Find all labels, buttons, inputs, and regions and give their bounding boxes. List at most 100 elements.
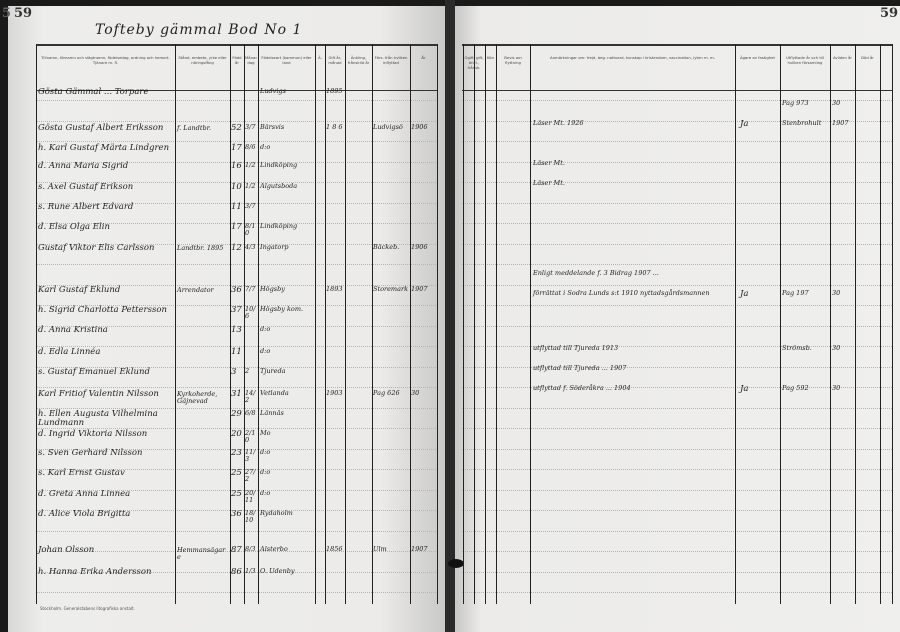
row-rule (462, 284, 892, 286)
person-name: Gustaf Viktor Elis Carlsson (38, 243, 155, 253)
row-rule (36, 202, 438, 204)
row-rule (462, 530, 892, 532)
row-rule (36, 325, 438, 327)
person-name: h. Hanna Erika Andersson (38, 567, 152, 577)
birth-year: 87 (231, 545, 242, 555)
birth-date: 1/3 (245, 567, 256, 575)
row-rule (462, 366, 892, 368)
moved-year: 30 (832, 384, 841, 392)
column-header: Ä. (318, 55, 322, 60)
birth-date: 27/2 (245, 468, 256, 483)
row-rule (36, 161, 438, 163)
column-header: År (421, 55, 426, 60)
row-rule (462, 448, 892, 450)
book-gutter (445, 0, 455, 632)
birth-date: 1/2 (245, 161, 256, 169)
column-line (345, 44, 346, 604)
property-owner: Ja (740, 289, 749, 299)
row-rule (36, 264, 438, 265)
birth-year: 11 (231, 347, 242, 357)
person-name: s. Rune Albert Edvard (38, 202, 134, 212)
remark: utflyttad till Tjureda ... 1907 (533, 364, 627, 372)
birth-year: 25 (231, 489, 242, 499)
birthplace: d:o (260, 325, 271, 333)
moved-to: Stenbrohult (782, 119, 822, 127)
column-header: Utflyttade år och till hvilken församlin… (786, 55, 824, 65)
birth-date: 11/3 (245, 448, 256, 463)
person-name: d. Anna Maria Sigrid (38, 161, 129, 171)
person-name: d. Alice Viola Brigitta (38, 509, 131, 519)
birthplace: d:o (260, 448, 271, 456)
birthplace: Högsby (260, 285, 285, 293)
birthplace: Lindköping (260, 161, 298, 169)
moved-year: 30 (832, 99, 841, 107)
person-name: Gösta Gustaf Albert Eriksson (38, 123, 164, 133)
moved-year: 1907 (411, 285, 428, 293)
birthplace: Högsby kom. (260, 305, 304, 313)
column-line (244, 44, 245, 604)
row-rule (36, 571, 438, 573)
column-line (780, 44, 781, 604)
birthplace: Ingatorp (260, 243, 289, 251)
moved-from: Storemark (373, 285, 409, 293)
birth-date: 4/3 (245, 243, 256, 251)
row-rule (36, 551, 438, 552)
moved-year: 30 (832, 289, 841, 297)
column-header: Avliden år (833, 55, 852, 60)
birthplace: Ludvigs (260, 87, 286, 95)
row-rule (36, 387, 438, 388)
column-header: Tillnamn, förnamn och slägtnamn; födelse… (41, 55, 170, 65)
birth-date: 8/10 (245, 222, 256, 237)
birth-date: 20/11 (245, 489, 256, 504)
row-rule (462, 510, 892, 511)
moved-from: Pag 626 (373, 389, 400, 397)
row-rule (36, 346, 438, 347)
birth-year: 52 (231, 123, 242, 133)
birth-year: 17 (231, 143, 242, 153)
column-header: Ogift, gift, änkl., frånsk. (464, 55, 484, 70)
row-rule (36, 530, 438, 532)
row-rule (36, 120, 438, 122)
column-header: Född år (232, 55, 242, 65)
moved-to: Pag 197 (782, 289, 809, 297)
row-rule (462, 182, 892, 183)
birthplace: O. Udenby (260, 567, 295, 575)
remark: förrättat i Sodra Lunds s:t 1910 nyttads… (533, 289, 710, 297)
person-name: d. Ingrid Viktoria Nilsson (38, 429, 148, 439)
birth-date: 3/7 (245, 202, 256, 210)
person-name: d. Greta Anna Linnea (38, 489, 131, 499)
column-line (36, 44, 37, 604)
row-rule (462, 346, 892, 347)
row-rule (462, 141, 892, 142)
column-header: Kön (486, 55, 495, 60)
birth-date: 10/6 (245, 305, 256, 320)
birth-year: 12 (231, 243, 242, 253)
birth-year: 23 (231, 448, 242, 458)
moved-to: Pag 973 (782, 99, 809, 107)
person-name: s. Axel Gustaf Erikson (38, 182, 134, 192)
birth-date: 6/8 (245, 409, 256, 417)
column-line (410, 44, 411, 604)
moved-year: 30 (832, 344, 841, 352)
row-rule (462, 489, 892, 491)
moved-year: 1906 (411, 243, 428, 251)
birth-year: 20 (231, 429, 242, 439)
column-header: Död år (861, 55, 874, 60)
moved-from: Ulm (373, 545, 387, 553)
edge-page-number: 5 (2, 6, 12, 21)
row-rule (36, 100, 438, 101)
birthplace: Mo (260, 429, 271, 437)
birth-year: 16 (231, 161, 242, 171)
row-rule (462, 387, 892, 388)
header-top-rule (36, 44, 438, 46)
person-name: d. Edla Linnéa (38, 347, 101, 357)
moved-to: Pag 592 (782, 384, 809, 392)
property-owner: Ja (740, 384, 749, 394)
property-owner: Ja (740, 119, 749, 129)
person-name: Karl Gustaf Eklund (38, 285, 121, 295)
person-name: Johan Olsson (38, 545, 95, 555)
header-bottom-rule (36, 90, 438, 91)
moved-year: 1907 (832, 119, 849, 127)
person-name: s. Karl Ernst Gustav (38, 468, 125, 478)
birthplace: d:o (260, 468, 271, 476)
